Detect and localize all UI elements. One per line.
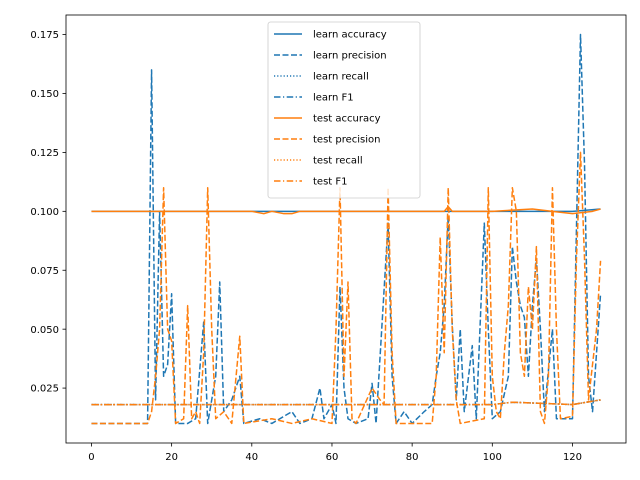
y-tick-label: 0.050 <box>30 325 59 336</box>
axes-layer: 0 20 40 60 80 100 120 0.025 0.050 0.075 0.100 0.125… <box>30 14 627 463</box>
x-tick-label: 60 <box>326 452 339 463</box>
series-line-learn-precision <box>91 33 602 425</box>
plot-frame <box>65 14 627 444</box>
legend-label: learn recall <box>313 72 369 83</box>
x-tick-label: 40 <box>245 452 258 463</box>
y-tick-label: 0.125 <box>30 148 59 159</box>
y-tick-label: 0.175 <box>30 30 59 41</box>
legend-label: test recall <box>313 156 363 167</box>
series-layer <box>91 33 602 425</box>
legend-label: test precision <box>313 135 381 146</box>
x-tick-label: 0 <box>88 452 94 463</box>
legend-label: learn precision <box>313 51 387 62</box>
series-line-test-f1 <box>91 399 601 406</box>
x-tick-label: 80 <box>406 452 419 463</box>
legend: learn accuracy learn precision learn recal… <box>267 21 421 199</box>
legend-label: test F1 <box>313 177 348 188</box>
legend-label: learn accuracy <box>313 30 387 41</box>
y-tick-label: 0.075 <box>30 266 59 277</box>
y-tick-label: 0.150 <box>30 89 59 100</box>
legend-label: learn F1 <box>313 93 354 104</box>
x-tick-label: 120 <box>563 452 582 463</box>
x-tick-label: 20 <box>165 452 178 463</box>
series-line-test-precision <box>91 151 602 425</box>
y-tick-label: 0.100 <box>30 207 59 218</box>
legend-box <box>267 21 421 199</box>
y-tick-label: 0.025 <box>30 384 59 395</box>
legend-label: test accuracy <box>313 114 381 125</box>
x-tick-label: 100 <box>483 452 502 463</box>
